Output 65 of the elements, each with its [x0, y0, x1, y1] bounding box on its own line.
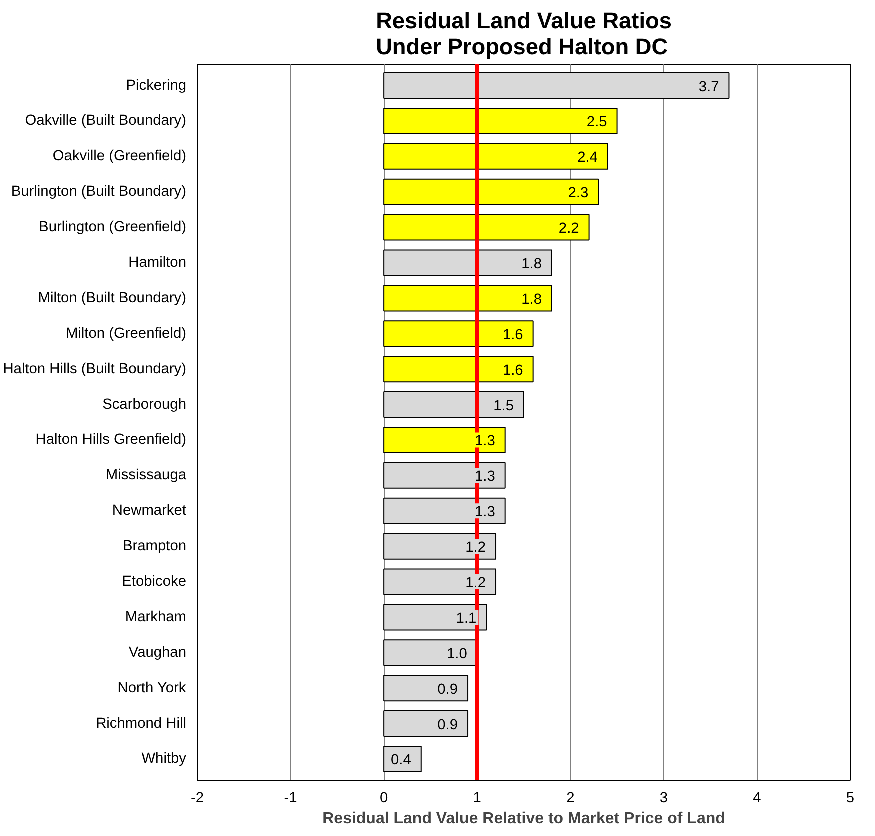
data-label: 1.2: [466, 540, 486, 556]
bar: [384, 320, 534, 348]
bar: [384, 250, 552, 276]
x-tick-label: 3: [660, 790, 668, 806]
data-label: 2.2: [558, 221, 580, 238]
y-tick-label: Newmarket: [112, 503, 187, 520]
data-label: 2.4: [578, 150, 598, 166]
y-tick-label: Halton Hills (Built Boundary): [3, 361, 187, 378]
data-label: 1.8: [522, 292, 542, 308]
x-tick-label: 1: [473, 790, 482, 806]
y-tick-label: Scarborough: [102, 396, 187, 413]
data-label: 2.3: [568, 186, 589, 202]
data-label: 1.6: [502, 362, 524, 379]
bar: [384, 178, 600, 206]
bar: [384, 285, 552, 312]
data-label: 1.5: [494, 398, 514, 414]
bar: [384, 214, 590, 241]
x-tick-label: 0: [380, 790, 388, 806]
data-label: 2.5: [586, 114, 608, 131]
y-tick-label: Whitby: [142, 751, 188, 768]
data-label: 1.2: [466, 576, 486, 592]
x-tick-label: -1: [284, 790, 298, 806]
x-tick-label: -2: [190, 790, 204, 806]
y-tick-label: Hamilton: [128, 254, 187, 271]
bar: [384, 356, 534, 383]
y-tick-label: Etobicoke: [122, 574, 187, 590]
chart-title: Residual Land Value Ratios Under Proposed Halton DC: [376, 8, 672, 60]
data-label: 1.1: [456, 610, 477, 627]
bar: [384, 533, 497, 560]
y-tick-label: Milton (Built Boundary): [38, 290, 187, 306]
data-label: 1.8: [522, 256, 542, 272]
y-tick-label: Pickering: [126, 78, 187, 94]
y-tick-label: Burlington (Built Boundary): [11, 184, 187, 200]
y-tick-label: Burlington (Greenfield): [39, 220, 187, 236]
x-axis-title: Residual Land Value Relative to Market Price of Land: [322, 810, 726, 828]
x-tick-label: 4: [753, 790, 762, 806]
y-tick-label: Markham: [125, 609, 187, 626]
bar: [384, 143, 608, 170]
y-tick-label: Oakville (Built Boundary): [25, 113, 187, 130]
y-tick-label: Brampton: [122, 538, 187, 555]
x-tick-label: 5: [846, 790, 855, 806]
bar: [384, 72, 730, 100]
y-tick-label: Mississauga: [106, 468, 188, 484]
data-label: 0.9: [438, 682, 458, 698]
bar: [384, 392, 524, 418]
bar: [384, 498, 506, 524]
data-label: 1.3: [474, 469, 496, 486]
bar: [384, 108, 618, 134]
bar: [384, 426, 506, 454]
y-tick-label: Richmond Hill: [96, 716, 187, 732]
y-tick-label: Halton Hills Greenfield): [36, 432, 187, 448]
x-tick-label: 2: [566, 790, 575, 806]
data-label: 1.0: [446, 646, 468, 662]
bar: [384, 568, 497, 596]
bar: [384, 462, 506, 489]
y-tick-label: Vaughan: [128, 644, 187, 661]
y-tick-label: North York: [118, 680, 187, 696]
data-label: 0.9: [438, 717, 458, 734]
data-label: 3.7: [698, 79, 720, 96]
data-label: 1.3: [474, 434, 496, 450]
y-tick-label: Milton (Greenfield): [66, 326, 187, 342]
data-label: 0.4: [391, 752, 412, 769]
y-tick-label: Oakville (Greenfield): [52, 148, 187, 165]
data-label: 1.3: [474, 504, 496, 521]
data-label: 1.6: [502, 327, 524, 344]
